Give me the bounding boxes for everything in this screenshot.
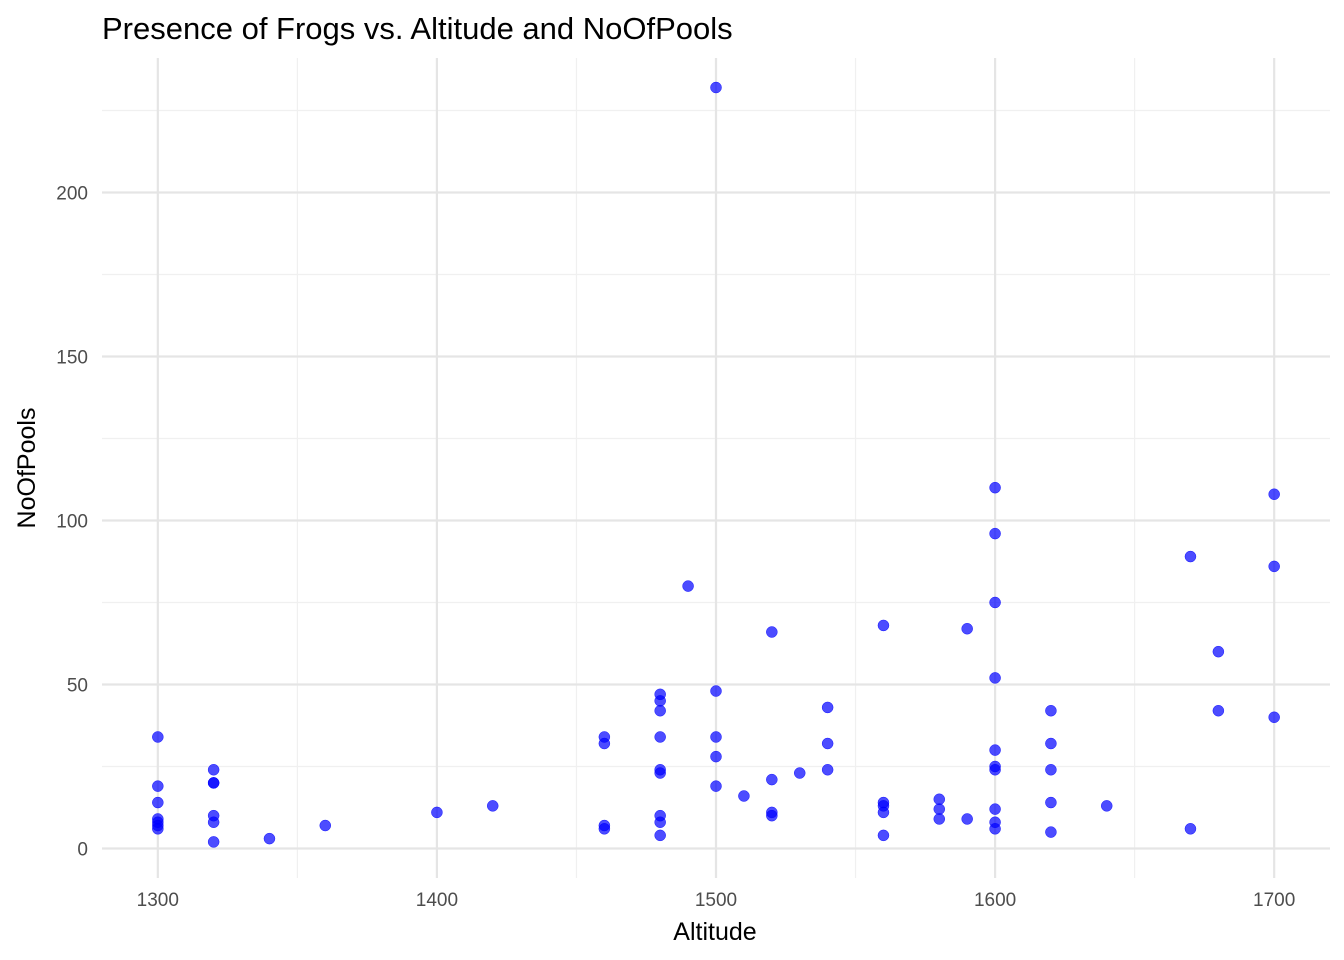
data-point bbox=[961, 622, 973, 635]
data-point bbox=[989, 823, 1001, 835]
x-axis-title: Altitude bbox=[673, 918, 756, 946]
data-point bbox=[1268, 488, 1280, 500]
data-point bbox=[152, 796, 164, 809]
data-point bbox=[654, 695, 666, 707]
data-point bbox=[682, 580, 694, 592]
data-point bbox=[1100, 800, 1113, 812]
y-tick-label: 50 bbox=[67, 675, 88, 696]
x-axis-ticks: 1300 1400 1500 1600 1700 bbox=[137, 890, 1296, 911]
data-point bbox=[1212, 704, 1225, 717]
data-point bbox=[710, 731, 722, 743]
data-point bbox=[989, 764, 1001, 776]
data-point bbox=[431, 806, 443, 819]
x-tick-label: 1300 bbox=[137, 890, 179, 911]
data-point bbox=[989, 596, 1001, 609]
y-tick-label: 200 bbox=[56, 183, 88, 204]
data-point bbox=[1045, 826, 1057, 838]
data-point bbox=[1045, 704, 1057, 717]
data-point bbox=[989, 481, 1001, 494]
data-point bbox=[766, 626, 778, 638]
data-point bbox=[989, 527, 1001, 540]
data-point bbox=[1045, 737, 1057, 750]
data-point bbox=[654, 704, 666, 717]
data-point bbox=[1268, 560, 1280, 573]
data-point bbox=[1212, 645, 1225, 658]
data-point bbox=[1045, 796, 1057, 809]
data-point bbox=[1045, 764, 1057, 776]
data-point bbox=[1268, 711, 1280, 724]
data-point bbox=[152, 731, 164, 743]
data-point bbox=[152, 823, 164, 835]
data-point bbox=[989, 672, 1001, 684]
data-point bbox=[933, 813, 946, 825]
x-tick-label: 1600 bbox=[974, 890, 1016, 911]
data-point bbox=[710, 780, 722, 792]
data-points bbox=[152, 81, 1280, 848]
data-point bbox=[654, 829, 666, 842]
data-point bbox=[961, 813, 973, 825]
data-point bbox=[877, 619, 890, 632]
data-point bbox=[1184, 550, 1197, 563]
data-point bbox=[654, 731, 666, 743]
data-point bbox=[263, 832, 276, 845]
data-point bbox=[207, 764, 220, 776]
data-point bbox=[877, 829, 890, 842]
data-point bbox=[319, 819, 332, 832]
y-tick-label: 100 bbox=[56, 511, 88, 532]
x-tick-label: 1700 bbox=[1253, 890, 1295, 911]
data-point bbox=[710, 81, 722, 94]
data-point bbox=[933, 803, 946, 815]
data-point bbox=[766, 809, 778, 822]
data-point bbox=[207, 836, 220, 848]
data-point bbox=[654, 767, 666, 779]
data-point bbox=[710, 685, 722, 697]
x-tick-label: 1400 bbox=[416, 890, 458, 911]
y-tick-label: 0 bbox=[77, 839, 88, 860]
data-point bbox=[821, 701, 834, 714]
data-point bbox=[152, 780, 164, 792]
data-point bbox=[710, 750, 722, 763]
x-tick-label: 1500 bbox=[695, 890, 737, 911]
data-point bbox=[989, 803, 1001, 815]
data-point bbox=[207, 777, 220, 789]
y-axis-ticks: 0 50 100 150 200 bbox=[56, 183, 88, 860]
data-point bbox=[486, 800, 499, 812]
data-point bbox=[989, 744, 1001, 756]
data-point bbox=[207, 816, 220, 828]
grid-lines bbox=[102, 58, 1330, 878]
data-point bbox=[598, 737, 611, 750]
y-axis-title: NoOfPools bbox=[13, 408, 41, 529]
data-point bbox=[1184, 823, 1197, 835]
data-point bbox=[598, 823, 611, 835]
data-point bbox=[821, 764, 834, 776]
chart-title: Presence of Frogs vs. Altitude and NoOfP… bbox=[102, 11, 733, 46]
y-tick-label: 150 bbox=[56, 347, 88, 368]
data-point bbox=[654, 816, 666, 828]
data-point bbox=[766, 773, 778, 786]
data-point bbox=[877, 806, 890, 819]
data-point bbox=[821, 737, 834, 750]
data-point bbox=[738, 790, 750, 802]
data-point bbox=[933, 793, 946, 806]
data-point bbox=[793, 767, 806, 779]
